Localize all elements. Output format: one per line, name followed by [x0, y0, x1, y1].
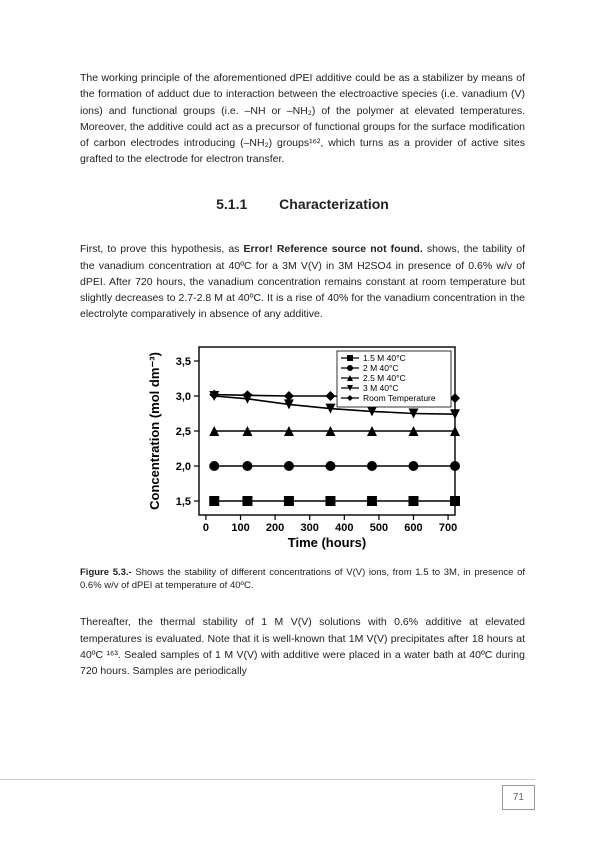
figure-chart: 0 100 200 300 400 500 600 700 1,5 2,0 2,5 3,0 3,5 Tim…: [143, 341, 463, 556]
svg-text:100: 100: [231, 522, 249, 534]
svg-text:Time (hours): Time (hours): [287, 535, 366, 550]
svg-text:3,0: 3,0: [175, 391, 190, 403]
svg-text:1,5: 1,5: [175, 496, 190, 508]
svg-text:2 M 40°C: 2 M 40°C: [363, 363, 399, 373]
svg-text:2,0: 2,0: [175, 461, 190, 473]
svg-text:300: 300: [300, 522, 318, 534]
section-title: Characterization: [279, 196, 389, 212]
body-paragraph-1: First, to prove this hypothesis, as Erro…: [80, 241, 525, 322]
svg-text:700: 700: [438, 522, 456, 534]
svg-text:400: 400: [335, 522, 353, 534]
svg-text:600: 600: [404, 522, 422, 534]
svg-text:Concentration (mol dm⁻³): Concentration (mol dm⁻³): [147, 352, 162, 510]
svg-text:3,5: 3,5: [175, 356, 190, 368]
svg-text:200: 200: [265, 522, 283, 534]
intro-paragraph: The working principle of the aforementio…: [80, 70, 525, 168]
section-heading: 5.1.1 Characterization: [80, 194, 525, 216]
svg-text:Room Temperature: Room Temperature: [363, 393, 436, 403]
figure-caption: Figure 5.3.- Shows the stability of diff…: [80, 566, 525, 593]
error-ref: Error! Reference source not found.: [244, 243, 423, 255]
footer-rule: [0, 779, 535, 780]
page-number: 71: [502, 785, 535, 811]
svg-text:2,5: 2,5: [175, 426, 190, 438]
svg-text:2.5 M 40°C: 2.5 M 40°C: [363, 373, 406, 383]
body-paragraph-2: Thereafter, the thermal stability of 1 M…: [80, 614, 525, 679]
svg-text:1.5 M 40°C: 1.5 M 40°C: [363, 353, 406, 363]
section-number: 5.1.1: [216, 194, 247, 216]
svg-text:500: 500: [369, 522, 387, 534]
svg-text:3 M 40°C: 3 M 40°C: [363, 383, 399, 393]
svg-text:0: 0: [202, 522, 208, 534]
